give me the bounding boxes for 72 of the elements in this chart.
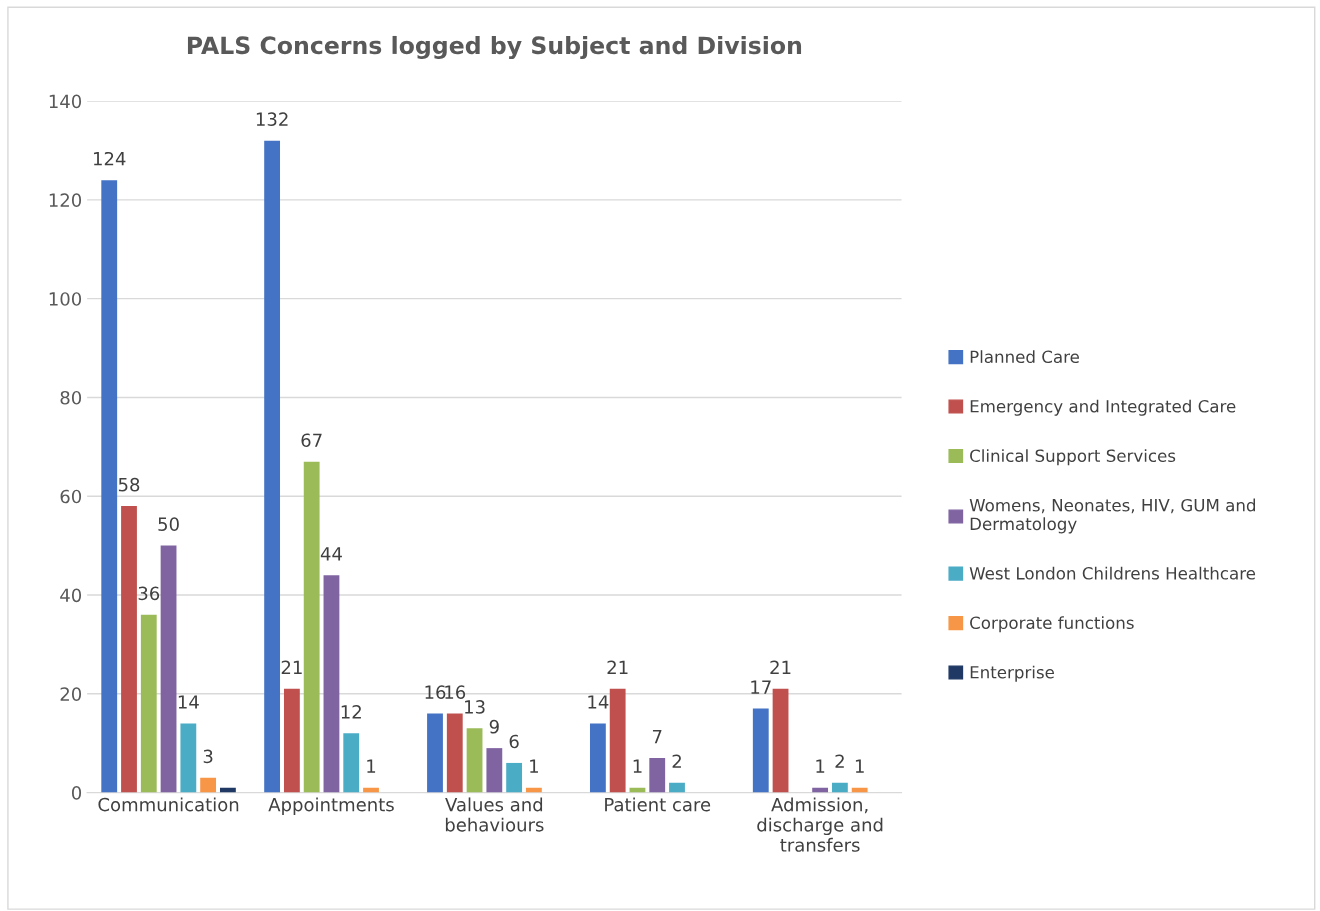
bar <box>669 782 685 793</box>
data-label: 1 <box>816 759 825 773</box>
y-tick-label: 40 <box>60 588 82 603</box>
bar <box>831 782 848 793</box>
bar <box>589 723 606 793</box>
data-label: 16 <box>445 685 466 699</box>
bar <box>303 461 320 793</box>
data-label: 2 <box>672 754 681 768</box>
x-tick-label: Admission, discharge and transfers <box>757 797 883 852</box>
data-label: 1 <box>633 759 642 773</box>
bar <box>140 614 157 793</box>
chart-title: PALS Concerns logged by Subject and Division <box>187 35 802 59</box>
data-label: 1 <box>367 759 376 773</box>
bar <box>343 733 360 793</box>
data-label: 50 <box>158 517 179 532</box>
data-label: 58 <box>118 477 140 492</box>
x-tick-label: Values and behaviours <box>445 797 544 832</box>
legend-label: Enterprise <box>970 665 1054 682</box>
bar <box>121 506 137 793</box>
data-label: 124 <box>93 151 126 166</box>
bar <box>609 688 626 793</box>
legend-label: Clinical Support Services <box>970 449 1176 466</box>
y-tick-label: 80 <box>60 390 82 405</box>
x-tick-label: Appointments <box>268 797 394 815</box>
data-label: 21 <box>607 660 628 674</box>
data-label: 1 <box>530 759 538 773</box>
bar <box>427 713 443 793</box>
data-label: 6 <box>509 734 519 749</box>
data-label: 36 <box>138 586 160 601</box>
bar <box>466 728 483 793</box>
data-label: 13 <box>465 700 485 714</box>
data-label: 21 <box>281 660 302 674</box>
bar <box>506 762 523 793</box>
y-tick-label: 120 <box>49 193 82 208</box>
data-label: 14 <box>178 695 199 709</box>
legend-label: Emergency and Integrated Care <box>970 399 1236 416</box>
legend-label: Womens, Neonates, HIV, GUM and Dermatology <box>969 498 1256 534</box>
legend-label: Planned Care <box>970 350 1079 364</box>
data-label: 67 <box>301 433 322 448</box>
data-label: 1 <box>855 759 864 773</box>
bar <box>772 688 789 793</box>
bar <box>752 708 769 793</box>
x-tick-label: Communication <box>98 797 239 812</box>
data-label: 44 <box>320 547 342 561</box>
y-tick-label: 60 <box>60 489 82 504</box>
y-tick-label: 0 <box>71 786 82 800</box>
data-label: 9 <box>489 719 499 734</box>
x-tick-label: Patient care <box>605 797 711 812</box>
y-tick-label: 140 <box>49 94 82 109</box>
data-label: 16 <box>425 685 446 699</box>
data-label: 17 <box>751 680 771 694</box>
data-label: 21 <box>770 660 791 674</box>
y-tick-label: 20 <box>60 687 82 701</box>
bar <box>180 723 197 793</box>
data-label: 12 <box>341 705 361 719</box>
bar <box>446 713 463 793</box>
data-label: 2 <box>835 754 844 768</box>
bar <box>283 688 300 793</box>
data-label: 3 <box>203 749 213 764</box>
legend-label: Corporate functions <box>970 616 1134 633</box>
data-label: 7 <box>652 729 662 744</box>
bar <box>101 180 118 793</box>
bar <box>160 545 177 793</box>
bar <box>649 758 666 793</box>
bar <box>486 748 503 793</box>
y-tick-label: 100 <box>49 292 82 306</box>
legend-label: West London Childrens Healthcare <box>969 566 1256 580</box>
bar <box>323 575 340 793</box>
data-label: 132 <box>256 112 288 127</box>
bar <box>264 140 281 793</box>
bar <box>200 777 217 793</box>
data-label: 14 <box>588 695 609 709</box>
